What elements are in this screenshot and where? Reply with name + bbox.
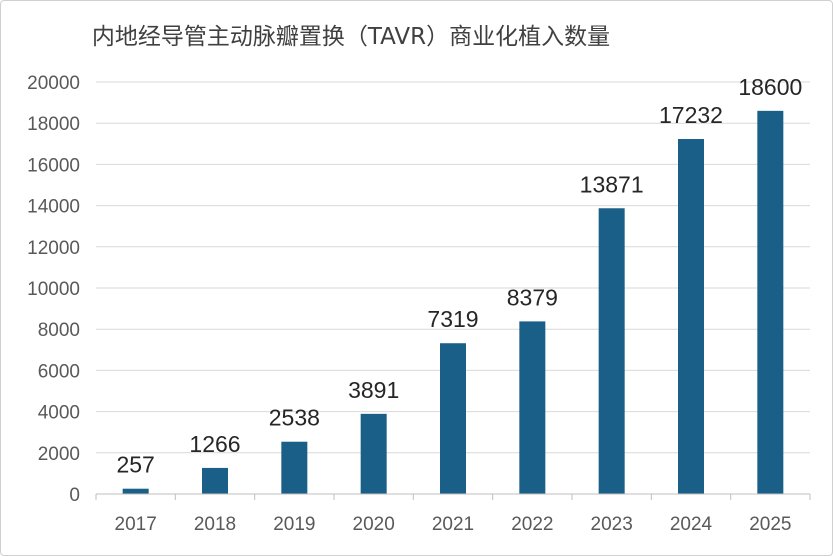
x-tick-label: 2019 [273, 514, 315, 535]
bar [757, 110, 784, 494]
bar [202, 467, 228, 494]
x-tick-label: 2024 [670, 514, 713, 535]
bar [440, 343, 466, 494]
data-label: 13871 [580, 171, 644, 197]
y-tick-label: 8000 [38, 320, 80, 341]
data-label: 3891 [348, 377, 399, 403]
x-tick-label: 2023 [591, 514, 633, 535]
y-tick-label: 14000 [27, 197, 80, 218]
y-tick-label: 6000 [38, 361, 80, 382]
data-labels: 257 1266 2538 3891 7319 8379 13871 17232 18600 [116, 74, 802, 478]
y-tick-label: 10000 [27, 279, 80, 300]
bar [678, 139, 704, 494]
y-tick-label: 12000 [27, 238, 80, 259]
x-axis [95, 493, 811, 500]
bar [281, 441, 308, 494]
bar [519, 321, 546, 494]
data-label: 18600 [738, 74, 802, 100]
x-tick-label: 2022 [511, 514, 553, 535]
x-tick-label: 2025 [749, 514, 791, 535]
y-tick-label: 2000 [38, 444, 80, 465]
x-tick-label: 2017 [115, 514, 157, 535]
data-label: 17232 [659, 102, 723, 128]
y-tick-label: 0 [69, 485, 80, 506]
y-tick-label: 4000 [38, 403, 80, 424]
x-tick-label: 2021 [432, 514, 474, 535]
y-tick-label: 20000 [27, 73, 80, 94]
chart-title: 内地经导管主动脉瓣置换（TAVR）商业化植入数量 [91, 24, 611, 50]
bars [122, 110, 784, 495]
bar [122, 488, 149, 494]
x-tick-label: 2018 [194, 514, 236, 535]
data-label: 7319 [427, 306, 478, 332]
bar [598, 208, 625, 495]
y-tick-label: 16000 [27, 155, 80, 176]
y-axis-ticks: 0 2000 4000 6000 8000 10000 12000 14000 16000 180… [27, 73, 80, 506]
y-tick-label: 18000 [27, 114, 80, 135]
x-axis-ticks: 2017 2018 2019 2020 2021 2022 2023 2024 2025 [115, 514, 792, 535]
data-label: 1266 [189, 431, 240, 457]
data-label: 2538 [269, 405, 320, 431]
data-label: 257 [116, 452, 154, 478]
bar [360, 413, 387, 494]
x-tick-label: 2020 [353, 514, 395, 535]
data-label: 8379 [507, 284, 558, 310]
